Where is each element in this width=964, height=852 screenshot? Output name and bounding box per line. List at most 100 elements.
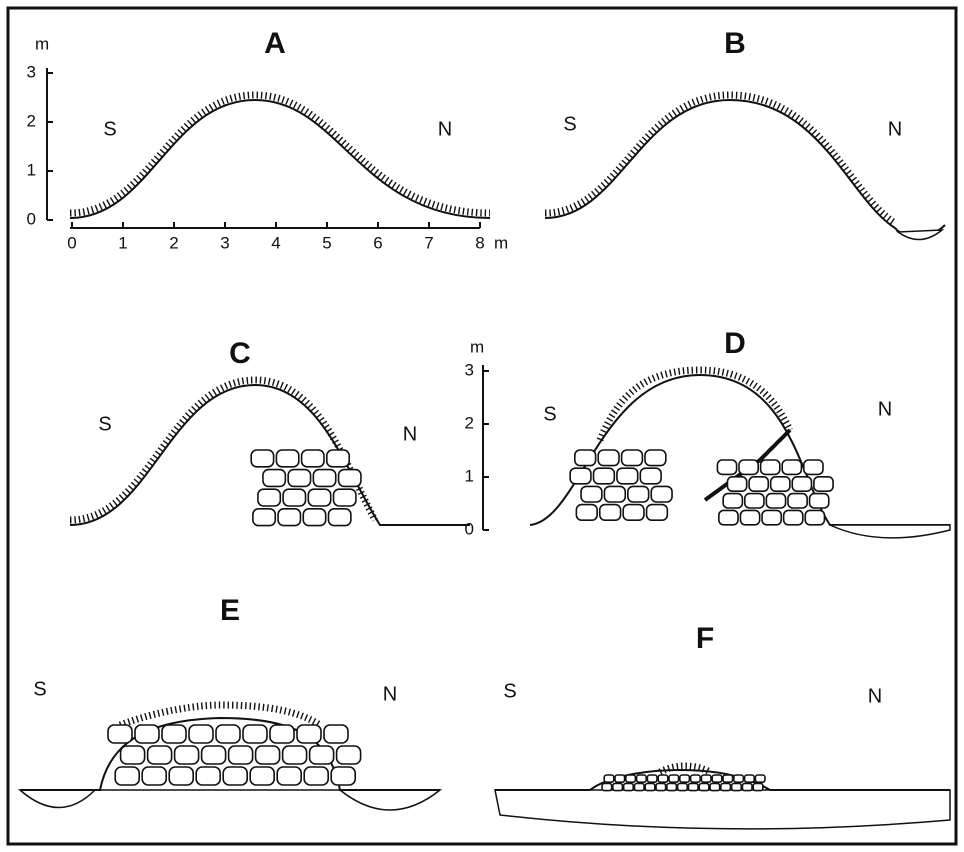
- rock: [748, 475, 770, 492]
- rock: [327, 507, 352, 527]
- rock: [312, 468, 337, 488]
- x-tick-label: 8: [475, 233, 484, 252]
- panel-label: E: [220, 594, 240, 627]
- rock: [188, 724, 214, 744]
- rock: [743, 492, 765, 509]
- pool-f: [494, 789, 951, 830]
- rock: [614, 774, 626, 783]
- rock: [620, 449, 644, 467]
- rock: [709, 782, 721, 792]
- y-tick-label: 3: [27, 62, 36, 81]
- x-tick-label: 2: [169, 233, 178, 252]
- rock: [249, 766, 275, 786]
- rock: [633, 782, 645, 792]
- rock: [252, 507, 277, 527]
- rock: [655, 782, 667, 792]
- rock: [700, 774, 712, 783]
- rock: [802, 459, 824, 476]
- direction-left: S: [33, 678, 46, 700]
- rock: [808, 492, 830, 509]
- x-tick-label: 1: [118, 233, 127, 252]
- rock: [678, 774, 691, 783]
- rock: [668, 774, 680, 783]
- y-unit: m: [35, 34, 49, 53]
- x-tick-label: 0: [67, 233, 76, 252]
- rock: [624, 774, 637, 783]
- rock: [752, 782, 764, 792]
- frame: [6, 6, 958, 846]
- panel-label: C: [229, 337, 251, 370]
- rock: [722, 492, 744, 509]
- direction-right: N: [868, 685, 882, 707]
- rock: [303, 766, 330, 786]
- rock: [635, 774, 647, 783]
- rock: [134, 724, 160, 744]
- x-tick-label: 7: [424, 233, 433, 252]
- rock: [698, 782, 710, 792]
- rock: [711, 774, 723, 783]
- rock: [173, 745, 200, 765]
- rock: [622, 503, 645, 522]
- rock: [323, 724, 349, 744]
- rock: [597, 449, 620, 467]
- rock: [720, 782, 732, 792]
- rock: [791, 475, 813, 492]
- surface-d: [596, 366, 794, 442]
- y-tick-label: 2: [465, 413, 474, 432]
- rock: [287, 468, 312, 488]
- rock: [215, 724, 241, 744]
- rock: [765, 492, 787, 509]
- pool-d: [829, 524, 951, 539]
- y-tick-label: 2: [27, 111, 36, 130]
- profile-a: [69, 98, 491, 219]
- rock: [250, 449, 275, 468]
- rock: [302, 507, 327, 527]
- rock: [573, 449, 597, 467]
- pool-e: [18, 789, 443, 811]
- rock: [645, 503, 669, 522]
- rock: [262, 468, 287, 488]
- rock: [308, 745, 335, 765]
- panel-label: F: [696, 622, 714, 655]
- rock: [787, 492, 808, 509]
- rock: [575, 503, 598, 522]
- rock: [603, 774, 615, 783]
- rock: [277, 507, 302, 527]
- rock: [689, 774, 701, 783]
- y-unit: m: [470, 337, 484, 356]
- rock: [227, 745, 254, 765]
- rock: [222, 766, 248, 786]
- crack-d: [703, 428, 792, 502]
- rock: [161, 724, 187, 744]
- rock: [676, 782, 689, 792]
- rock: [330, 766, 357, 786]
- pool-b: [895, 229, 945, 241]
- rock: [269, 724, 295, 744]
- rock: [603, 485, 627, 503]
- y-tick-label: 1: [27, 160, 36, 179]
- rock: [722, 774, 734, 783]
- rock: [616, 467, 639, 485]
- rock: [296, 724, 322, 744]
- rock: [569, 467, 592, 485]
- rock: [627, 485, 650, 503]
- rock: [644, 449, 667, 467]
- direction-left: S: [98, 413, 111, 435]
- rock: [738, 459, 760, 476]
- rock: [741, 782, 753, 792]
- rock: [282, 488, 307, 507]
- rock: [598, 503, 622, 522]
- rock: [782, 509, 804, 526]
- rock: [657, 774, 669, 783]
- rock: [612, 782, 624, 792]
- rock: [666, 782, 678, 792]
- y-tick-label: 0: [465, 519, 474, 538]
- direction-left: S: [103, 118, 116, 140]
- surface-e: [118, 701, 322, 729]
- x-tick-label: 3: [220, 233, 229, 252]
- rock: [781, 459, 803, 476]
- rock: [622, 782, 635, 792]
- rock: [257, 488, 282, 507]
- direction-right: N: [438, 118, 452, 140]
